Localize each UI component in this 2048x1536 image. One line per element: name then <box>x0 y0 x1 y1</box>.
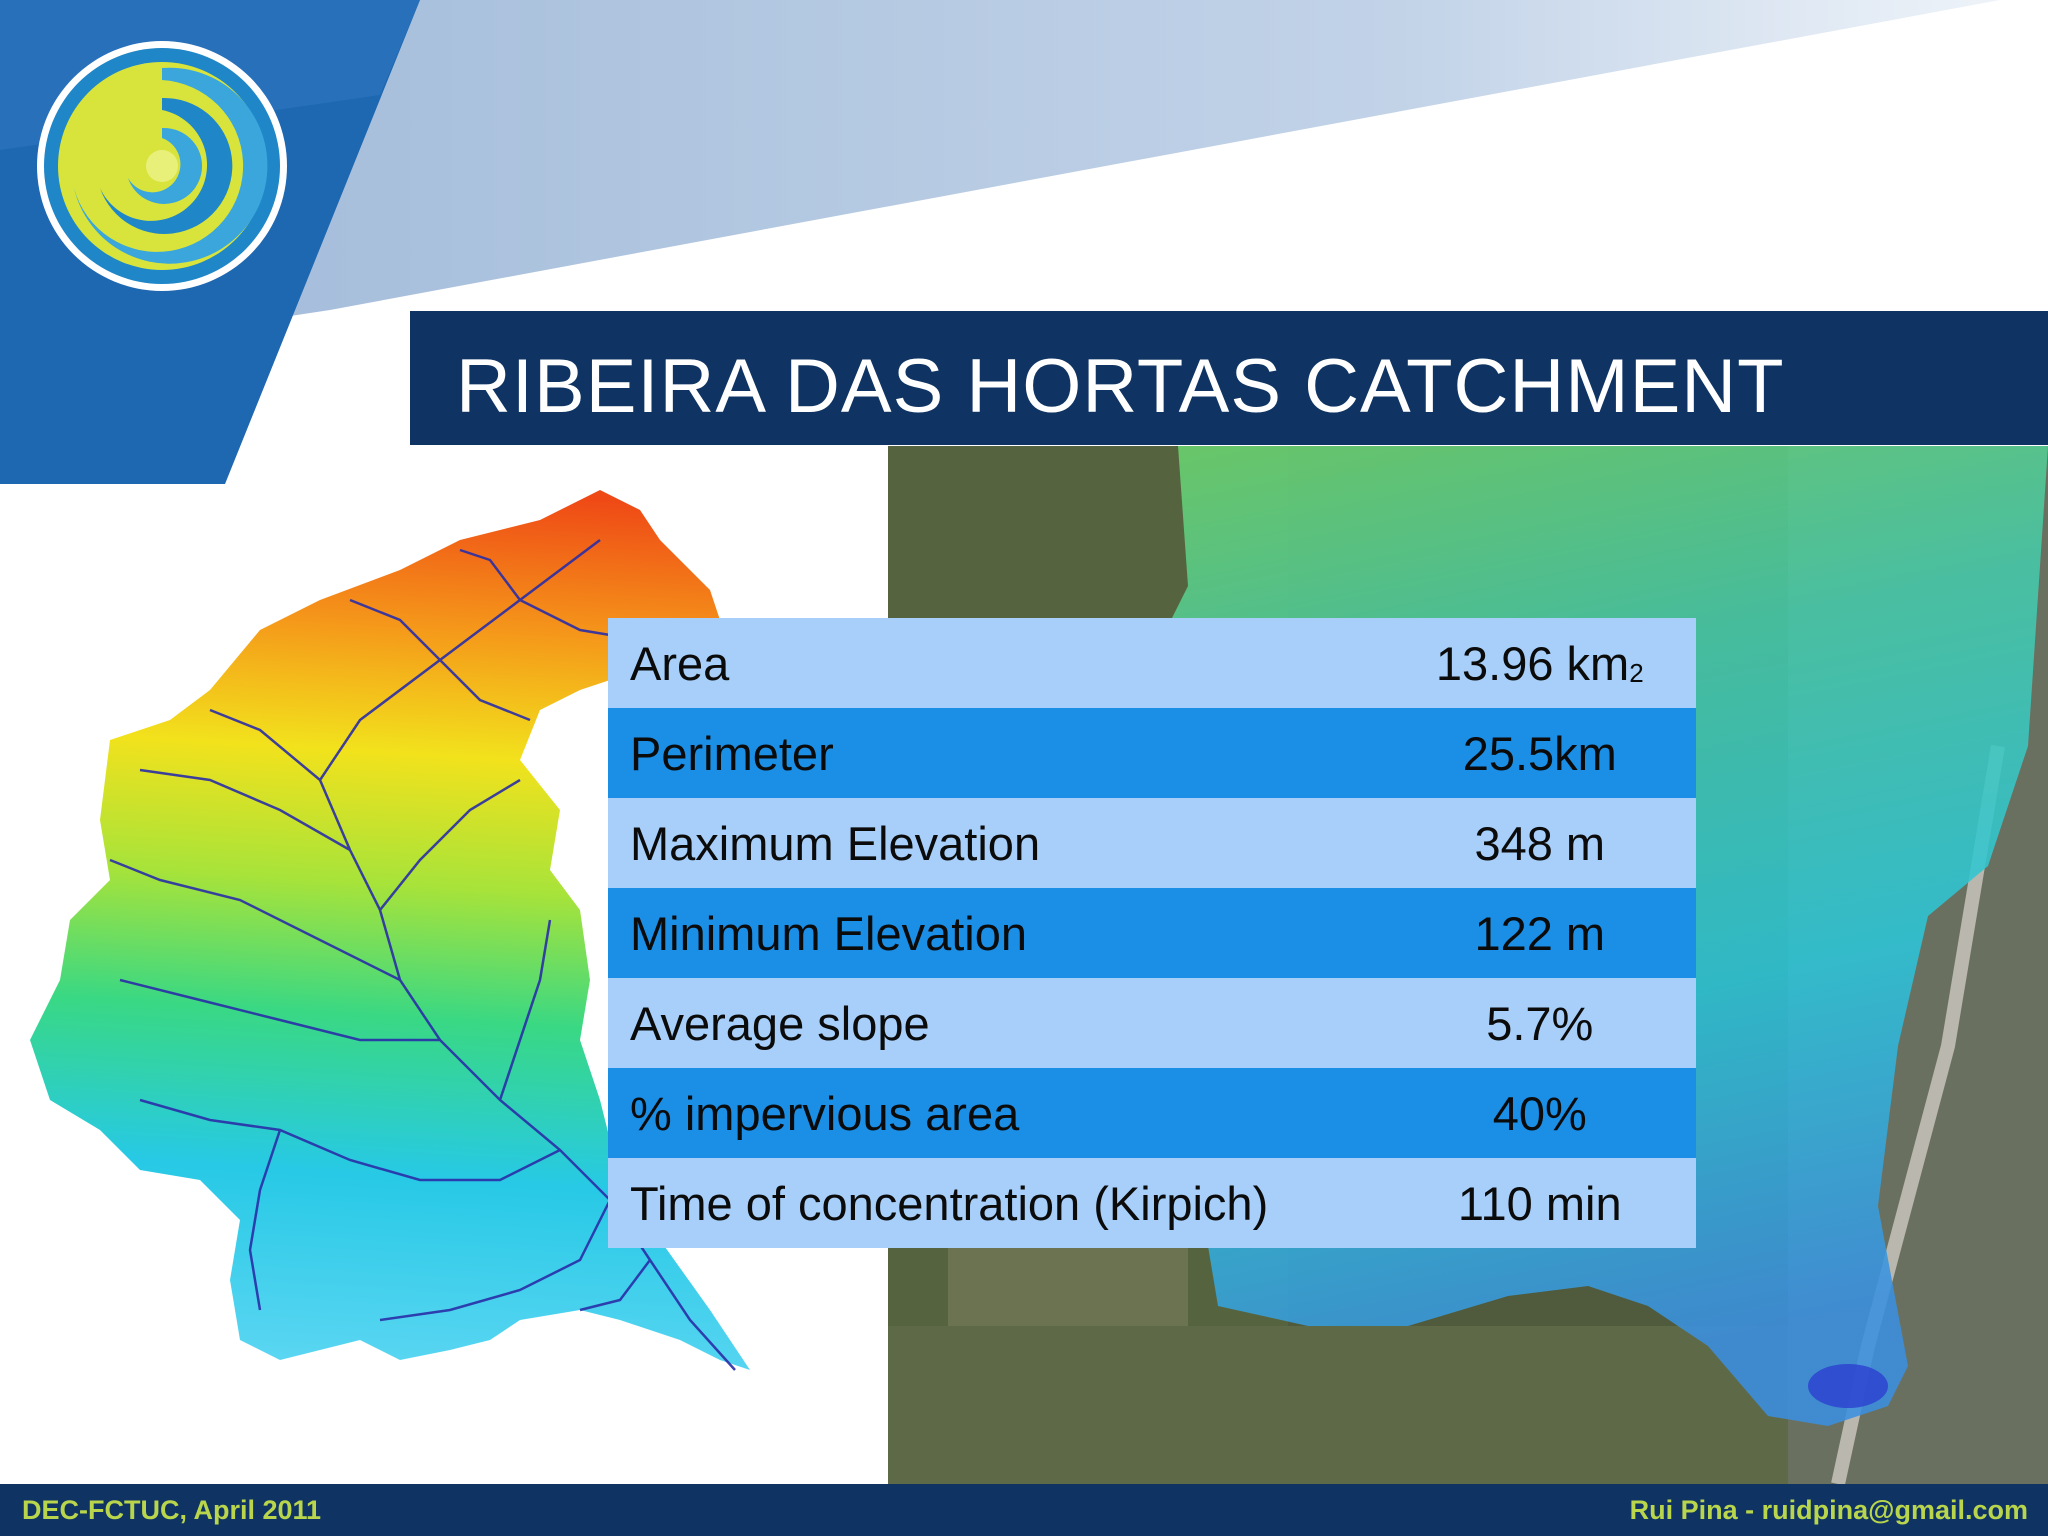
row-value: 5.7% <box>1383 978 1696 1068</box>
slide-title: RIBEIRA DAS HORTAS CATCHMENT <box>456 344 1785 429</box>
catchment-properties-table: Area 13.96 km2 Perimeter 25.5km Maximum … <box>608 618 1696 1248</box>
footer: DEC-FCTUC, April 2011 Rui Pina - ruidpin… <box>0 1484 2048 1536</box>
row-label: Time of concentration (Kirpich) <box>608 1158 1384 1248</box>
catchment-3d-elevation-image <box>30 490 750 1371</box>
table-row: Perimeter 25.5km <box>608 708 1696 798</box>
table-row: Time of concentration (Kirpich) 110 min <box>608 1158 1696 1248</box>
footer-date: DEC-FCTUC, April 2011 <box>22 1495 322 1525</box>
row-value: 13.96 km2 <box>1383 618 1696 708</box>
row-label: Area <box>608 618 1384 708</box>
row-label: Perimeter <box>608 708 1384 798</box>
table-row: Average slope 5.7% <box>608 978 1696 1068</box>
footer-author: Rui Pina - ruidpina@gmail.com <box>1629 1495 2028 1525</box>
row-label: Minimum Elevation <box>608 888 1384 978</box>
table-row: Area 13.96 km2 <box>608 618 1696 708</box>
row-value: 25.5km <box>1383 708 1696 798</box>
row-value: 110 min <box>1383 1158 1696 1248</box>
table-row: % impervious area 40% <box>608 1068 1696 1158</box>
row-value: 40% <box>1383 1068 1696 1158</box>
row-label: Maximum Elevation <box>608 798 1384 888</box>
row-label: Average slope <box>608 978 1384 1068</box>
row-label: % impervious area <box>608 1068 1384 1158</box>
table-row: Minimum Elevation 122 m <box>608 888 1696 978</box>
logo <box>37 41 287 291</box>
table-row: Maximum Elevation 348 m <box>608 798 1696 888</box>
row-value: 348 m <box>1383 798 1696 888</box>
row-value: 122 m <box>1383 888 1696 978</box>
superscript: 2 <box>1629 657 1644 688</box>
title-bar: RIBEIRA DAS HORTAS CATCHMENT <box>410 311 2048 445</box>
